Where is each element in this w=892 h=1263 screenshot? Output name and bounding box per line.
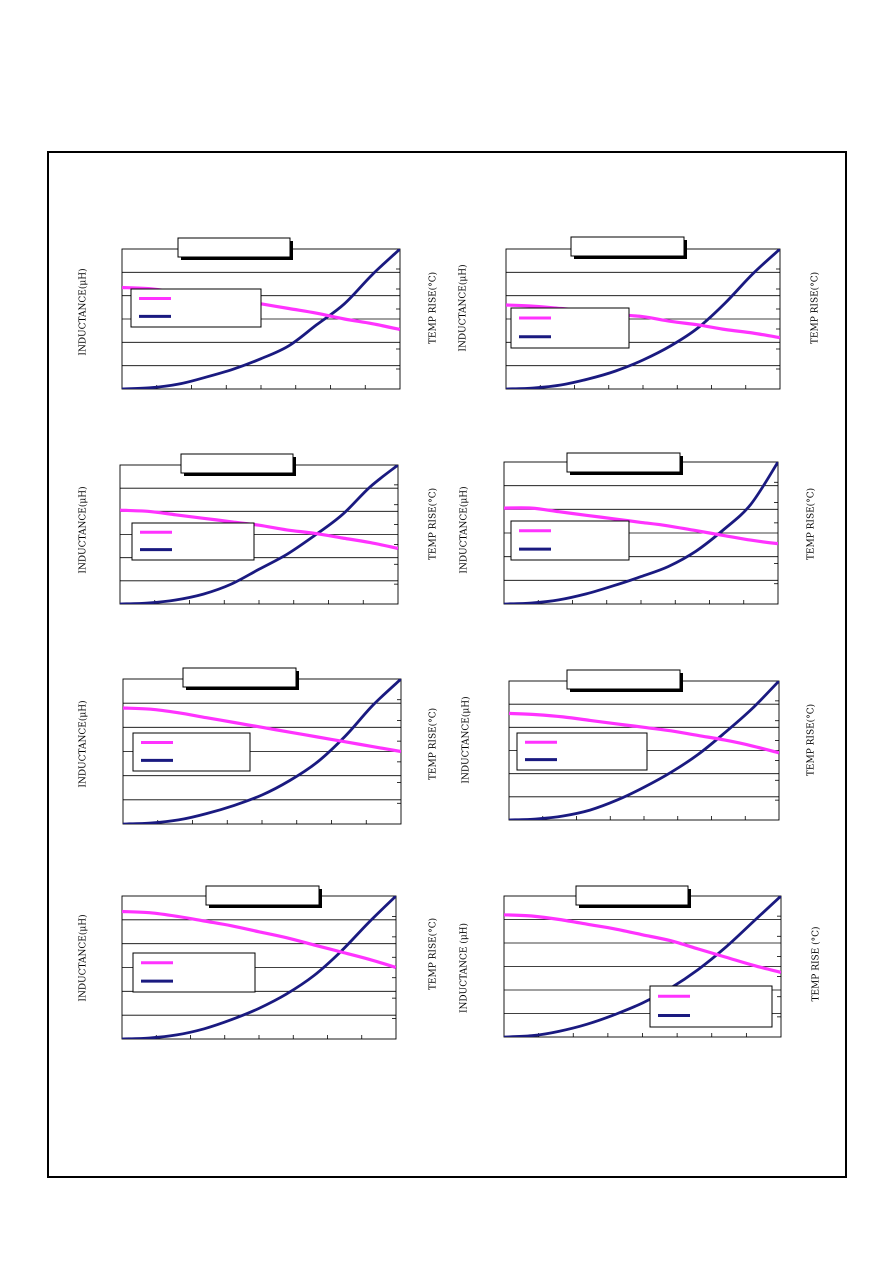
y-left-axis-label: INDUCTANCE(μH) bbox=[461, 696, 472, 783]
inductance-line bbox=[504, 913, 781, 974]
y-left-axis-label: INDUCTANCE(μH) bbox=[78, 268, 89, 355]
legend-box bbox=[131, 522, 255, 561]
series-group bbox=[504, 462, 778, 604]
temp-rise-line bbox=[122, 249, 400, 389]
title-box bbox=[180, 453, 294, 474]
legend-box bbox=[510, 520, 630, 561]
legend-box bbox=[649, 985, 773, 1028]
temp-rise-line bbox=[504, 462, 778, 604]
legend-box bbox=[516, 732, 648, 771]
chart-3: INDUCTANCE(μH) TEMP RISE(°C) bbox=[78, 453, 439, 605]
inductance-line bbox=[122, 909, 396, 970]
chart-2: INDUCTANCE(μH) TEMP RISE(°C) bbox=[458, 236, 821, 390]
chart-8: INDUCTANCE (μH) TEMP RISE (°C) bbox=[459, 885, 822, 1038]
y-left-axis-label: INDUCTANCE(μH) bbox=[78, 486, 89, 573]
y-left-axis-label: INDUCTANCE (μH) bbox=[459, 923, 470, 1013]
series-group bbox=[504, 896, 781, 1037]
legend-box bbox=[130, 288, 262, 328]
temp-rise-line bbox=[123, 679, 401, 824]
series-group bbox=[123, 679, 401, 824]
y-left-axis-label: INDUCTANCE(μH) bbox=[459, 486, 470, 573]
title-box bbox=[570, 236, 685, 257]
temp-rise-line bbox=[504, 896, 781, 1037]
y-right-axis-label: TEMP RISE(°C) bbox=[428, 708, 439, 780]
title-box bbox=[205, 885, 320, 906]
y-left-axis-label: INDUCTANCE(μH) bbox=[458, 264, 469, 351]
y-right-axis-label: TEMP RISE(°C) bbox=[428, 272, 439, 344]
series-group bbox=[509, 681, 779, 820]
inductance-line bbox=[123, 706, 401, 754]
chart-6: INDUCTANCE(μH) TEMP RISE(°C) bbox=[461, 669, 817, 821]
temp-rise-line bbox=[122, 896, 396, 1039]
chart-1: INDUCTANCE(μH) TEMP RISE(°C) bbox=[78, 237, 439, 390]
legend-box bbox=[132, 952, 256, 993]
temp-rise-line bbox=[120, 465, 398, 604]
title-box bbox=[566, 452, 681, 473]
y-right-axis-label: TEMP RISE (°C) bbox=[811, 926, 822, 1001]
title-box bbox=[182, 667, 297, 688]
y-left-axis-label: INDUCTANCE(μH) bbox=[78, 914, 89, 1001]
title-box bbox=[575, 885, 689, 906]
temp-rise-line bbox=[509, 681, 779, 820]
chart-7: INDUCTANCE(μH) TEMP RISE(°C) bbox=[78, 885, 439, 1040]
legend-box bbox=[132, 732, 251, 772]
series-group bbox=[122, 896, 396, 1039]
inductance-line bbox=[120, 508, 398, 550]
y-right-axis-label: TEMP RISE(°C) bbox=[806, 488, 817, 560]
series-group bbox=[120, 465, 398, 604]
title-box bbox=[566, 669, 681, 690]
chart-5: INDUCTANCE(μH) TEMP RISE(°C) bbox=[78, 667, 439, 825]
chart-4: INDUCTANCE(μH) TEMP RISE(°C) bbox=[459, 452, 817, 605]
y-left-axis-label: INDUCTANCE(μH) bbox=[78, 700, 89, 787]
inductance-line bbox=[504, 506, 778, 546]
y-right-axis-label: TEMP RISE(°C) bbox=[806, 704, 817, 776]
y-right-axis-label: TEMP RISE(°C) bbox=[810, 272, 821, 344]
y-right-axis-label: TEMP RISE(°C) bbox=[428, 488, 439, 560]
legend-box bbox=[510, 307, 630, 349]
temp-rise-line bbox=[506, 249, 780, 389]
y-right-axis-label: TEMP RISE(°C) bbox=[428, 918, 439, 990]
inductance-line bbox=[509, 711, 779, 755]
title-box bbox=[177, 237, 291, 258]
